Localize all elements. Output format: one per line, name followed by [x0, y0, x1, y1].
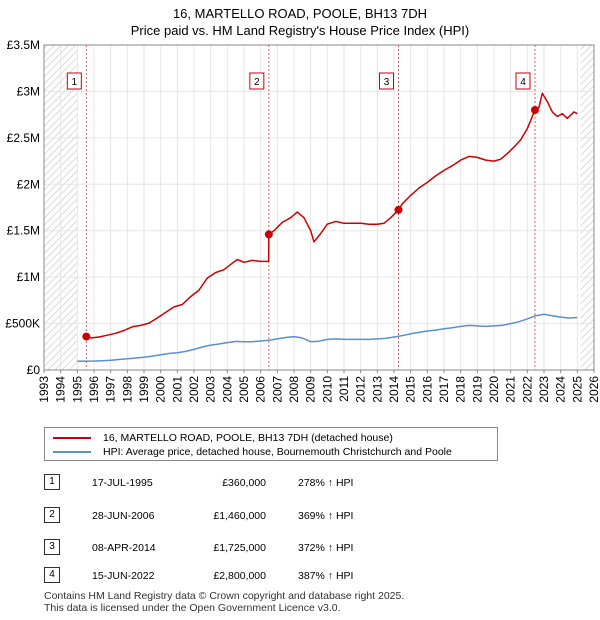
x-tick-label: 2023	[537, 376, 551, 403]
x-tick-label: 2003	[204, 376, 218, 403]
footer-line-copyright: Contains HM Land Registry data © Crown c…	[44, 590, 405, 602]
sale-date: 15-JUN-2022	[92, 570, 155, 582]
sale-number-badge: 1	[44, 474, 60, 490]
x-tick-label: 2016	[420, 376, 434, 403]
sale-marker-box	[249, 72, 265, 90]
x-tick-label: 2024	[554, 376, 568, 403]
sale-price: £1,460,000	[213, 510, 266, 522]
sale-price: £2,800,000	[213, 570, 266, 582]
x-tick-label: 1996	[87, 376, 101, 403]
y-tick-label: £3.5M	[7, 38, 40, 52]
legend-item-hpi: HPI: Average price, detached house, Bour…	[53, 445, 452, 459]
sale-row: 3 08-APR-2014 £1,725,000 372% ↑ HPI	[44, 539, 464, 555]
x-tick-label: 2008	[287, 376, 301, 403]
sale-row: 2 28-JUN-2006 £1,460,000 369% ↑ HPI	[44, 507, 464, 523]
x-tick-label: 2019	[470, 376, 484, 403]
y-tick-label: £2M	[17, 177, 40, 191]
x-tick-label: 2020	[487, 376, 501, 403]
x-tick-label: 1998	[120, 376, 134, 403]
x-tick-label: 2022	[520, 376, 534, 403]
x-tick-label: 1997	[104, 376, 118, 403]
y-tick-label: £3M	[17, 84, 40, 98]
x-tick-label: 1993	[37, 376, 51, 403]
y-tick-label: £1M	[17, 270, 40, 284]
x-tick-label: 2001	[170, 376, 184, 403]
sale-date: 28-JUN-2006	[92, 510, 155, 522]
sale-row: 1 17-JUL-1995 £360,000 278% ↑ HPI	[44, 474, 464, 490]
sale-date: 08-APR-2014	[92, 542, 156, 554]
legend-label-property: 16, MARTELLO ROAD, POOLE, BH13 7DH (deta…	[103, 432, 393, 444]
sale-marker-box	[66, 72, 82, 90]
x-tick-label: 1995	[70, 376, 84, 403]
footer-copyright: Contains HM Land Registry data © Crown c…	[44, 590, 404, 614]
x-tick-label: 2018	[454, 376, 468, 403]
sale-number-badge: 4	[44, 567, 60, 583]
footer-line-licence: This data is licensed under the Open Gov…	[44, 602, 341, 614]
x-tick-label: 2004	[220, 376, 234, 403]
sale-date: 17-JUL-1995	[92, 477, 153, 489]
sale-hpi-change: 372% ↑ HPI	[298, 542, 354, 554]
sale-hpi-change: 387% ↑ HPI	[298, 570, 354, 582]
price-paid-line	[86, 92, 578, 339]
title-address: 16, MARTELLO ROAD, POOLE, BH13 7DH	[172, 6, 428, 21]
sale-marker-label: 3	[384, 77, 390, 88]
x-tick-label: 1999	[137, 376, 151, 403]
hatched-region	[580, 45, 594, 370]
sale-marker-label: 4	[520, 77, 526, 88]
x-tick-label: 2025	[570, 376, 584, 403]
x-tick-label: 2015	[404, 376, 418, 403]
sale-marker-label: 1	[72, 77, 78, 88]
sale-hpi-change: 369% ↑ HPI	[298, 510, 354, 522]
sale-marker-box	[379, 72, 394, 90]
x-tick-label: 2010	[320, 376, 334, 403]
sale-row: 4 15-JUN-2022 £2,800,000 387% ↑ HPI	[44, 567, 464, 583]
sale-point	[394, 205, 403, 214]
x-tick-label: 2013	[370, 376, 384, 403]
y-tick-label: £1.5M	[7, 224, 40, 238]
legend-swatch-hpi	[53, 451, 91, 454]
x-tick-label: 2002	[187, 376, 201, 403]
x-tick-label: 2005	[237, 376, 251, 403]
sale-price: £1,725,000	[213, 542, 266, 554]
sale-number-badge: 2	[44, 507, 60, 523]
legend: 16, MARTELLO ROAD, POOLE, BH13 7DH (deta…	[44, 427, 498, 461]
sale-point	[264, 230, 273, 239]
x-tick-label: 2011	[337, 376, 351, 402]
x-tick-label: 2012	[354, 376, 368, 403]
x-tick-label: 2021	[504, 376, 518, 403]
x-tick-label: 2006	[254, 376, 268, 403]
hpi-line	[77, 313, 578, 362]
x-tick-label: 2007	[270, 376, 284, 403]
y-tick-label: £2.5M	[7, 131, 40, 145]
sale-price: £360,000	[222, 477, 266, 489]
x-tick-label: 1994	[54, 376, 68, 403]
y-tick-label: £500K	[5, 317, 40, 331]
sale-marker-label: 2	[254, 77, 260, 88]
chart-title: 16, MARTELLO ROAD, POOLE, BH13 7DH Price…	[0, 5, 600, 39]
title-subtitle: Price paid vs. HM Land Registry's House …	[130, 23, 470, 38]
sale-point	[82, 332, 91, 341]
plot-border	[43, 44, 595, 371]
sale-point	[531, 106, 539, 114]
x-tick-label: 2009	[304, 376, 318, 403]
legend-item-property: 16, MARTELLO ROAD, POOLE, BH13 7DH (deta…	[53, 431, 393, 445]
legend-swatch-property	[53, 437, 91, 440]
x-tick-label: 2026	[587, 376, 600, 403]
plot-area	[44, 45, 594, 370]
sale-hpi-change: 278% ↑ HPI	[298, 477, 354, 489]
legend-label-hpi: HPI: Average price, detached house, Bour…	[103, 446, 452, 458]
x-tick-label: 2014	[387, 376, 401, 403]
sale-number-badge: 3	[44, 539, 60, 555]
sale-marker-box	[515, 72, 531, 90]
x-tick-label: 2017	[437, 376, 451, 403]
y-tick-label: £0	[27, 363, 41, 377]
price-chart: 1 2 3 4 £0 £500K £1M £1.5M £2M £2.5M £3M £3.5M 1993…	[5, 38, 600, 403]
x-tick-label: 2000	[154, 376, 168, 403]
